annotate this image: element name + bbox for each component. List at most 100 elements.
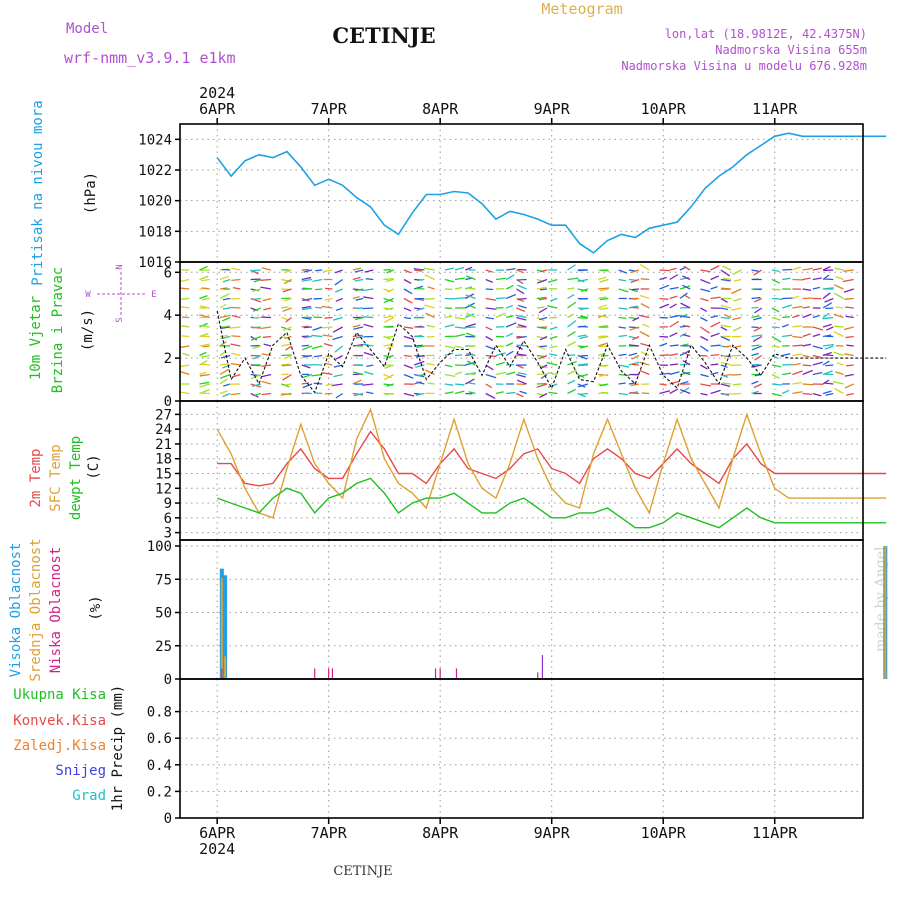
wind-arrow bbox=[782, 390, 789, 393]
wind-arrow bbox=[355, 270, 363, 272]
wind-arrow bbox=[332, 384, 343, 386]
wind-arrow bbox=[425, 299, 435, 300]
wind-arrow bbox=[567, 278, 578, 279]
wind-arrow bbox=[223, 308, 230, 309]
wind-arrow bbox=[486, 384, 492, 388]
wind-arrow bbox=[384, 316, 394, 317]
wind-arrow bbox=[700, 384, 711, 386]
wind-arrow bbox=[230, 307, 241, 308]
wind-arrow bbox=[792, 337, 802, 338]
wind-arrow bbox=[751, 298, 760, 299]
wind-arrow bbox=[445, 268, 454, 270]
compass-w-label: W bbox=[85, 290, 91, 300]
wind-arrow bbox=[700, 299, 708, 301]
wind-arrow bbox=[619, 394, 628, 395]
wind-arrow bbox=[700, 280, 710, 284]
wind-arrow bbox=[734, 299, 742, 302]
wind-arrow bbox=[550, 327, 557, 330]
wind-arrow bbox=[200, 382, 210, 384]
wind-arrow bbox=[200, 375, 210, 376]
wind-arrow bbox=[506, 351, 513, 355]
wind-arrow bbox=[619, 354, 627, 355]
wind-arrow bbox=[506, 333, 513, 336]
wind-arrow bbox=[506, 316, 513, 318]
wind-arrow bbox=[445, 375, 455, 377]
wind-arrow bbox=[364, 324, 374, 327]
wind-arrow bbox=[813, 356, 821, 358]
wind-arrow bbox=[200, 372, 207, 374]
wind-arrow bbox=[366, 392, 373, 393]
wind-arrow bbox=[363, 308, 373, 309]
wind-arrow bbox=[822, 318, 833, 319]
top-day-label: 8APR bbox=[422, 100, 459, 118]
wind-arrow bbox=[549, 354, 557, 356]
wind-arrow bbox=[181, 299, 190, 300]
wind-arrow bbox=[426, 325, 434, 327]
sfc-temp-axis-title: SFC Temp bbox=[48, 444, 64, 511]
wind-arrow bbox=[700, 375, 708, 377]
product-title: Meteogram bbox=[541, 0, 622, 18]
wind-arrow bbox=[600, 299, 608, 300]
pressure-frame bbox=[180, 124, 863, 262]
wind-arrow bbox=[496, 278, 506, 279]
wind-arrow bbox=[670, 287, 679, 289]
wind-arrow bbox=[548, 280, 557, 283]
wind-arrow bbox=[721, 308, 728, 309]
wind-arrow bbox=[231, 353, 240, 355]
wind-arrow bbox=[232, 375, 240, 378]
compass-s-label: S bbox=[115, 317, 125, 322]
wind-arrow bbox=[404, 270, 411, 273]
sfc-temp-line bbox=[217, 410, 886, 518]
wind-arrow bbox=[304, 327, 312, 328]
wind-arrow bbox=[518, 305, 526, 308]
wind-arrow bbox=[302, 346, 312, 350]
wind-arrow bbox=[578, 270, 588, 271]
bottom-day-label: 11APR bbox=[752, 824, 798, 842]
wind-arrow bbox=[835, 268, 844, 270]
wind-arrow bbox=[336, 299, 343, 302]
wind-arrow bbox=[629, 353, 637, 355]
wind-arrow bbox=[445, 384, 453, 385]
wind-arrow bbox=[700, 270, 710, 272]
wind-arrow bbox=[631, 307, 639, 308]
y-tick-label: 6 bbox=[164, 265, 172, 281]
low-cloud-bar bbox=[435, 668, 436, 679]
wind-arrow bbox=[539, 346, 547, 347]
wind-arrow bbox=[813, 278, 822, 279]
wind-arrow bbox=[782, 317, 790, 318]
wind-arrow bbox=[754, 299, 762, 302]
wind-arrow bbox=[732, 318, 741, 320]
wind-arrow bbox=[733, 384, 741, 385]
wind-arrow bbox=[751, 307, 758, 308]
wind-arrow bbox=[834, 314, 844, 317]
wind-arrow bbox=[311, 335, 322, 336]
wind-arrow bbox=[220, 335, 228, 336]
wind-arrow bbox=[518, 285, 527, 289]
wind-arrow bbox=[772, 299, 783, 300]
wind-arrow bbox=[260, 327, 271, 329]
wind-arrow bbox=[684, 295, 691, 299]
wind-arrow bbox=[825, 365, 833, 366]
wind-arrow bbox=[281, 344, 290, 346]
wind-arrow bbox=[711, 297, 721, 298]
wind-arrow bbox=[506, 285, 513, 289]
wind-arrow bbox=[496, 362, 505, 365]
wind-arrow bbox=[496, 372, 506, 374]
wind-arrow bbox=[539, 327, 547, 328]
bottom-day-label: 9APR bbox=[534, 824, 571, 842]
wind-arrow bbox=[792, 345, 802, 346]
wind-arrow bbox=[782, 373, 791, 374]
wind-arrow bbox=[260, 280, 271, 281]
wind-arrow bbox=[825, 346, 833, 349]
wind-arrow bbox=[486, 280, 493, 283]
compass-n-label: N bbox=[115, 264, 125, 269]
wind-arrow bbox=[220, 391, 228, 394]
wind-arrow bbox=[386, 337, 393, 338]
wind-arrow bbox=[516, 318, 526, 320]
low-cloud-bar bbox=[456, 668, 457, 679]
wind-arrow bbox=[220, 315, 230, 317]
wind-arrow bbox=[772, 394, 782, 396]
wind-arrow bbox=[700, 337, 708, 341]
precip-panel: 00.20.40.60.8 bbox=[147, 679, 863, 827]
